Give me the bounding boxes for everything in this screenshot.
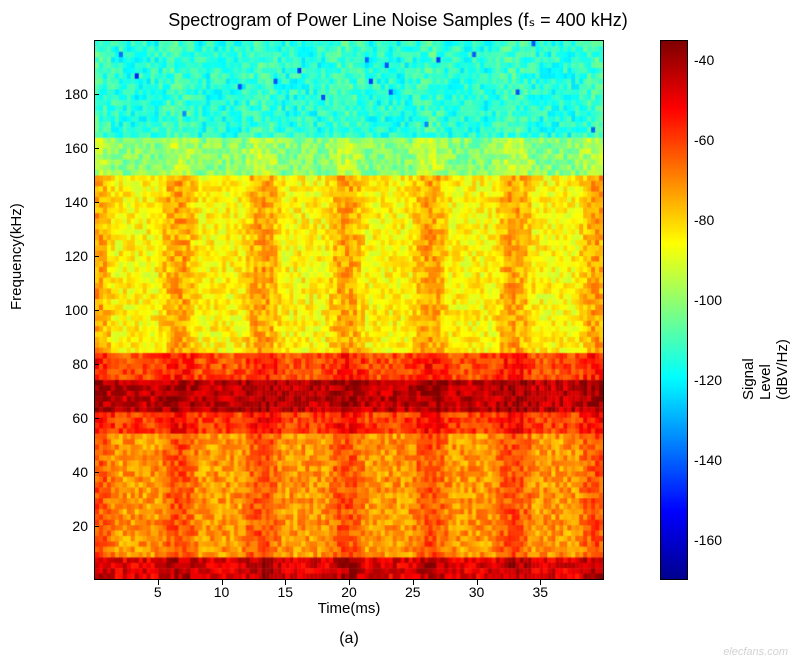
x-tick-label: 25 (405, 584, 421, 600)
colorbar-tick-label: -60 (694, 132, 714, 148)
x-tick-label: 10 (214, 584, 230, 600)
figure-container: Spectrogram of Power Line Noise Samples … (0, 0, 796, 664)
chart-title: Spectrogram of Power Line Noise Samples … (0, 10, 796, 31)
y-tick-label: 40 (48, 464, 88, 480)
y-tick-label: 180 (48, 86, 88, 102)
y-tick-label: 160 (48, 140, 88, 156)
spectrogram-plot (94, 40, 604, 580)
x-tick-label: 20 (341, 584, 357, 600)
colorbar (660, 40, 688, 580)
x-axis-label: Time(ms) (94, 600, 604, 617)
colorbar-label: Signal Level (dBV/Hz) (740, 339, 791, 400)
colorbar-tick-label: -160 (694, 532, 722, 548)
y-tick-label: 120 (48, 248, 88, 264)
colorbar-tick-label: -100 (694, 292, 722, 308)
spectrogram-canvas (95, 41, 603, 579)
x-tick-label: 30 (469, 584, 485, 600)
y-tick-label: 20 (48, 518, 88, 534)
colorbar-canvas (661, 41, 687, 579)
colorbar-tick-label: -80 (694, 212, 714, 228)
x-tick-label: 15 (277, 584, 293, 600)
colorbar-tick-label: -120 (694, 372, 722, 388)
x-tick-label: 5 (154, 584, 162, 600)
watermark-text: elecfans.com (723, 646, 788, 658)
colorbar-tick-label: -140 (694, 452, 722, 468)
y-tick-label: 140 (48, 194, 88, 210)
y-tick-label: 80 (48, 356, 88, 372)
y-tick-label: 60 (48, 410, 88, 426)
colorbar-tick-label: -40 (694, 52, 714, 68)
x-tick-label: 35 (532, 584, 548, 600)
y-tick-label: 100 (48, 302, 88, 318)
y-axis-label: Frequency(kHz) (8, 203, 25, 310)
subcaption: (a) (94, 630, 604, 648)
